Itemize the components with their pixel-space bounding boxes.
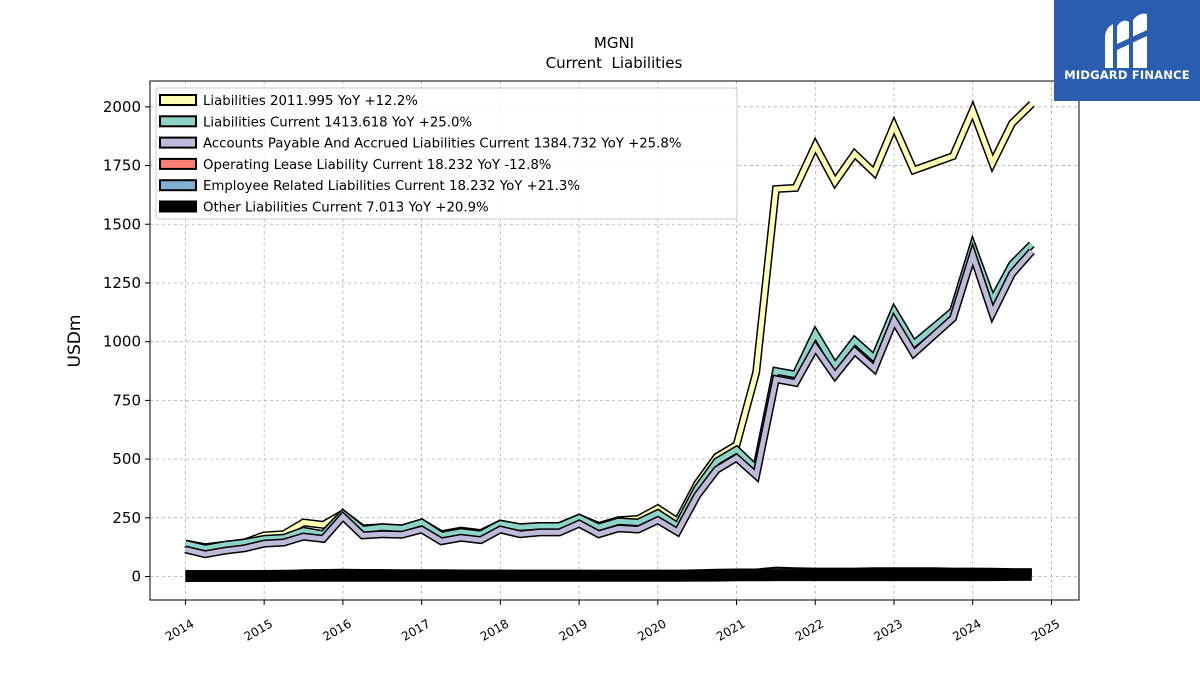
x-tick-label: 2023 (871, 616, 904, 643)
y-tick-label: 250 (112, 509, 141, 527)
x-tick-label: 2019 (557, 616, 590, 643)
legend-swatch (159, 200, 197, 213)
x-tick-label: 2016 (320, 616, 353, 643)
series-line (184, 238, 1034, 551)
plot-frame (149, 80, 1080, 601)
chart-subtitle: Current Liabilities (546, 54, 683, 72)
series-outline (185, 568, 1032, 582)
chart-title: MGNI (594, 34, 634, 52)
x-axis: 2014 2015 2016 2017 2018 2019 2020 2021 2022 2023… (163, 600, 1062, 644)
y-tick-label: 1250 (103, 274, 141, 292)
legend-swatch (159, 94, 197, 106)
legend-item: Operating Lease Liability Current 18.232… (159, 157, 551, 173)
legend-label: Other Liabilities Current 7.013 YoY +20.… (203, 201, 489, 216)
logo-text: MIDGARD FINANCE (1064, 68, 1190, 82)
legend-box (155, 87, 738, 220)
legend-label: Accounts Payable And Accrued Liabilities… (203, 137, 681, 152)
x-tick-label: 2018 (478, 616, 511, 643)
y-tick-label: 0 (131, 568, 141, 586)
x-tick-label: 2024 (950, 616, 983, 643)
legend-label: Liabilities 2011.995 YoY +12.2% (203, 94, 418, 109)
x-tick-label: 2025 (1029, 616, 1062, 643)
series-accounts-payable-and-accrued-liabilities-current (184, 241, 1035, 559)
y-tick-label: 750 (112, 391, 141, 409)
y-tick-label: 1500 (103, 215, 141, 233)
legend-swatch (159, 115, 197, 128)
legend-label: Liabilities Current 1413.618 YoY +25.0% (203, 115, 472, 130)
legend-item: Liabilities Current 1413.618 YoY +25.0% (159, 115, 472, 130)
series-line (184, 246, 1034, 557)
y-tick-label: 2000 (103, 98, 141, 116)
x-tick-label: 2017 (399, 616, 432, 643)
logo-mark-icon (1105, 13, 1147, 69)
legend-swatch (159, 157, 197, 170)
x-tick-label: 2020 (635, 616, 668, 643)
series-other-liabilities-current (185, 568, 1032, 582)
legend-label: Operating Lease Liability Current 18.232… (203, 158, 551, 173)
y-tick-label: 1000 (103, 333, 141, 351)
legend-item: Other Liabilities Current 7.013 YoY +20.… (159, 200, 489, 216)
legend-label: Employee Related Liabilities Current 18.… (203, 179, 580, 194)
y-axis: 0 250 500 750 1000 1250 1500 1750 2000 (103, 98, 150, 586)
series-outline (184, 241, 1035, 559)
series-layer (184, 99, 1035, 582)
legend: Liabilities 2011.995 YoY +12.2% Liabiliti… (155, 87, 738, 220)
x-tick-label: 2015 (242, 616, 275, 643)
legend-swatch (159, 179, 197, 192)
series-liabilities-current (184, 234, 1035, 553)
y-tick-label: 500 (112, 450, 141, 468)
y-tick-label: 1750 (103, 157, 141, 175)
legend-item: Employee Related Liabilities Current 18.… (159, 179, 580, 194)
x-tick-label: 2014 (163, 616, 196, 643)
x-tick-label: 2022 (793, 616, 826, 643)
legend-swatch (159, 136, 197, 149)
y-axis-label: USDm (65, 315, 85, 368)
logo: MIDGARD FINANCE (1054, 0, 1200, 101)
x-tick-label: 2021 (714, 616, 747, 643)
series-outline (184, 234, 1035, 553)
legend-item: Liabilities 2011.995 YoY +12.2% (159, 94, 418, 109)
legend-item: Accounts Payable And Accrued Liabilities… (159, 136, 681, 152)
